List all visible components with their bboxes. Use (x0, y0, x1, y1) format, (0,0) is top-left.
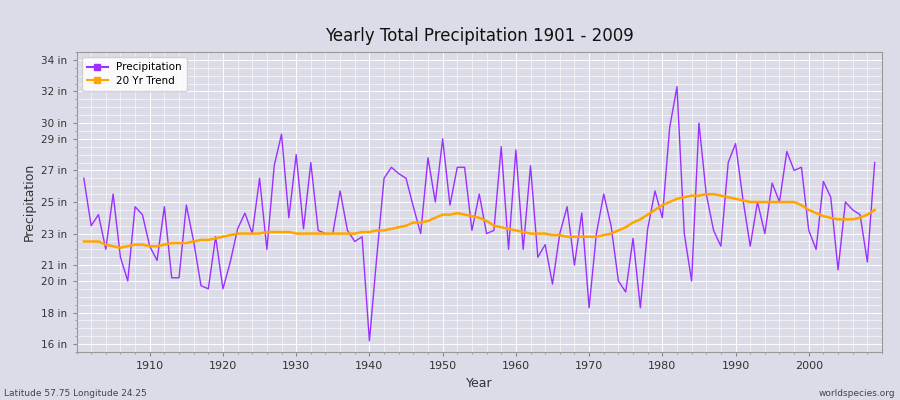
Text: worldspecies.org: worldspecies.org (819, 389, 896, 398)
Text: Latitude 57.75 Longitude 24.25: Latitude 57.75 Longitude 24.25 (4, 389, 148, 398)
Legend: Precipitation, 20 Yr Trend: Precipitation, 20 Yr Trend (82, 57, 187, 91)
X-axis label: Year: Year (466, 376, 492, 390)
Y-axis label: Precipitation: Precipitation (22, 163, 36, 241)
Title: Yearly Total Precipitation 1901 - 2009: Yearly Total Precipitation 1901 - 2009 (325, 27, 634, 45)
